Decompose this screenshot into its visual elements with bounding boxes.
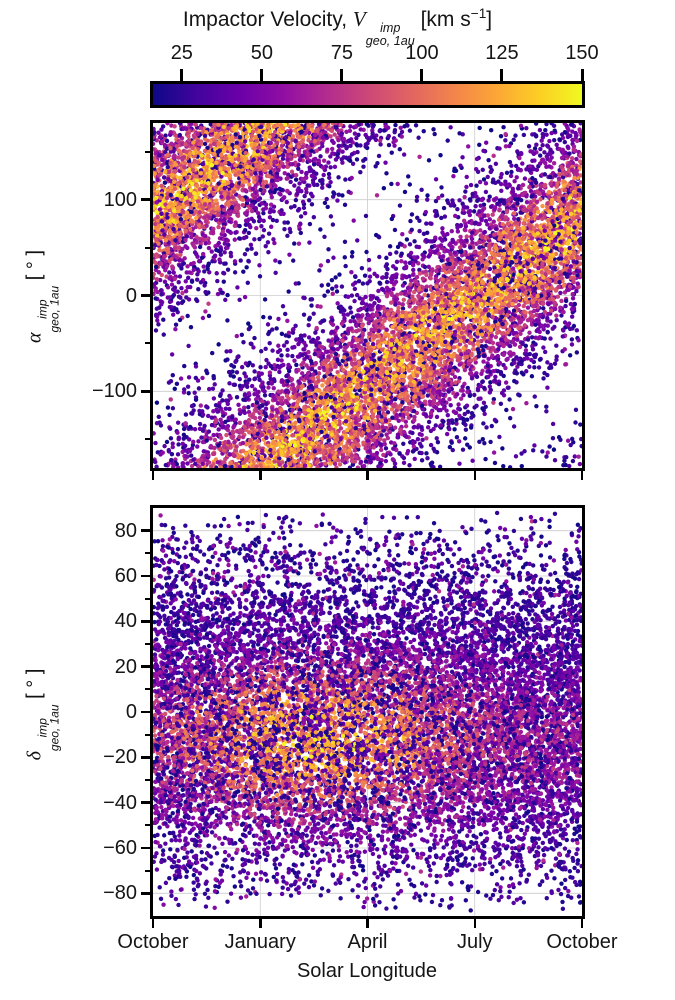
- xtick-mark-delta: [473, 919, 476, 928]
- xtick-mark-delta: [151, 919, 155, 928]
- ytick-mark: [141, 892, 150, 895]
- ytick-mark: [141, 665, 150, 668]
- ytick-minor-mark: [145, 438, 150, 441]
- colorbar-title-close: ]: [486, 8, 493, 31]
- colorbar-tick-mark: [420, 69, 424, 81]
- ytick-mark: [141, 620, 150, 623]
- colorbar-tick-label: 25: [170, 42, 193, 64]
- alpha-symbol: α: [23, 332, 46, 344]
- delta-scatter-canvas: [153, 508, 582, 916]
- xtick-label: July: [456, 931, 493, 953]
- delta-panel: [150, 505, 585, 919]
- colorbar-title-prefix: Impactor Velocity,: [182, 8, 353, 31]
- ytick-minor-mark: [145, 824, 150, 827]
- xtick-mark-alpha: [473, 471, 476, 480]
- ytick-mark: [141, 710, 150, 714]
- alpha-scatter-canvas: [153, 123, 582, 468]
- ytick-minor-mark: [145, 643, 150, 645]
- colorbar-tick-mark: [500, 69, 504, 81]
- ytick-label: 60: [114, 565, 137, 587]
- ytick-mark: [141, 198, 150, 201]
- xtick-mark-delta: [259, 919, 262, 928]
- ytick-minor-mark: [145, 150, 150, 153]
- ytick-mark: [141, 294, 150, 297]
- ytick-minor-mark: [145, 597, 150, 600]
- colorbar-title-supsub: imp geo, 1au: [366, 22, 415, 47]
- colorbar-tick-label: 75: [330, 42, 353, 64]
- ytick-label: −100: [91, 380, 137, 403]
- ytick-label: 80: [114, 519, 137, 542]
- xtick-label: October: [546, 931, 618, 953]
- xtick-mark-delta: [366, 919, 369, 928]
- colorbar-tick-label: 150: [565, 42, 599, 64]
- xtick-mark-alpha: [366, 471, 369, 480]
- colorbar-title-symbol: V: [352, 7, 366, 31]
- ytick-mark: [141, 574, 150, 578]
- ytick-mark: [141, 801, 150, 804]
- ytick-minor-mark: [145, 246, 150, 249]
- ytick-label: 0: [125, 701, 137, 723]
- ytick-minor-mark: [145, 688, 150, 691]
- ytick-mark: [141, 846, 150, 850]
- ytick-mark: [141, 390, 150, 393]
- ytick-label: 100: [103, 188, 137, 211]
- ytick-label: 0: [125, 284, 137, 307]
- colorbar-tick-mark: [580, 69, 584, 81]
- ytick-mark: [141, 756, 150, 759]
- ytick-minor-mark: [145, 869, 150, 872]
- colorbar-tick-mark: [340, 69, 344, 81]
- colorbar-tick-label: 50: [250, 42, 273, 64]
- ytick-label: −60: [103, 837, 137, 859]
- ytick-minor-mark: [145, 733, 150, 736]
- ytick-label: −80: [103, 882, 137, 905]
- xtick-mark-alpha: [151, 471, 155, 480]
- ytick-label: −20: [103, 746, 137, 769]
- xtick-label: October: [117, 931, 189, 953]
- colorbar-title-unit: [km s: [414, 8, 471, 31]
- colorbar: [150, 81, 585, 108]
- xtick-mark-delta: [580, 919, 584, 928]
- colorbar-title-sup: imp: [380, 21, 401, 36]
- colorbar-tick-label: 125: [485, 42, 519, 64]
- colorbar-tick-mark: [180, 69, 184, 81]
- ytick-mark: [141, 529, 150, 532]
- xaxis-label: Solar Longitude: [296, 960, 438, 982]
- colorbar-tick-mark: [260, 69, 264, 81]
- colorbar-tick-label: 100: [405, 42, 439, 64]
- alpha-unit: [ ° ]: [23, 250, 46, 286]
- xtick-mark-alpha: [259, 471, 262, 480]
- ytick-label: 40: [114, 610, 137, 633]
- ytick-label: 20: [114, 655, 137, 678]
- alpha-panel: [150, 120, 585, 471]
- xtick-mark-alpha: [580, 471, 584, 480]
- ytick-minor-mark: [145, 779, 150, 781]
- ytick-label: −40: [103, 791, 137, 814]
- colorbar-title-sub: geo, 1au: [365, 33, 415, 48]
- ytick-minor-mark: [145, 552, 150, 555]
- colorbar-title-exponent: −1: [470, 6, 487, 21]
- xtick-label: January: [224, 931, 296, 953]
- ytick-minor-mark: [145, 342, 150, 345]
- xtick-label: April: [347, 931, 388, 953]
